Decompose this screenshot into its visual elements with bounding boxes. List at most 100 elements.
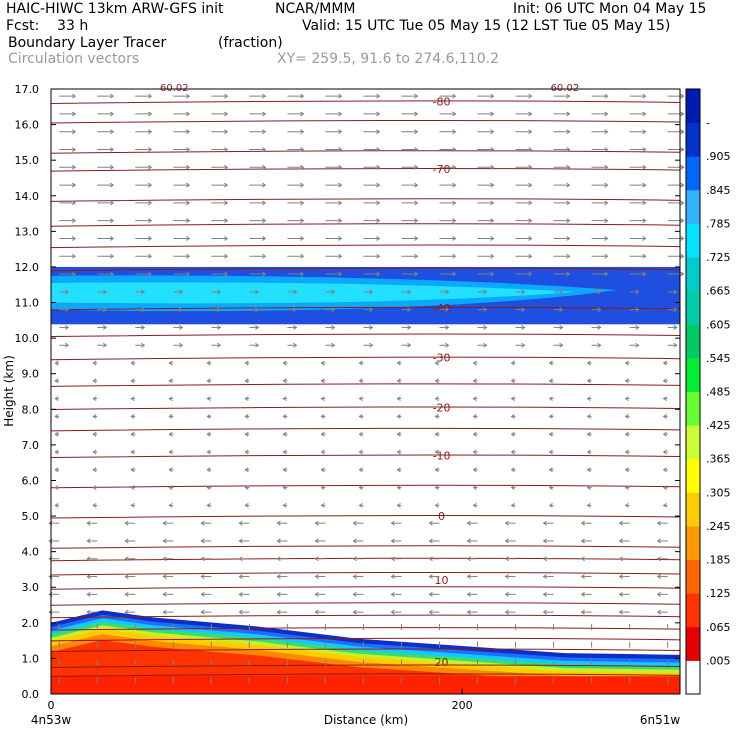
vector-head [580,538,585,544]
vector-head [102,342,108,348]
x-axis-label: Distance (km) [324,713,408,727]
vector-head [358,485,363,491]
vector-head [542,574,547,579]
center-title: NCAR/MMM [275,1,356,17]
vector-head [604,200,609,206]
vector-head [71,271,77,277]
vector-head [54,449,59,455]
vector-head [490,147,495,152]
vector-head [490,129,495,135]
vectors-label: Circulation vectors [8,51,140,67]
vector-head [528,271,533,277]
vector-head [466,538,471,544]
colorbar-segment [686,89,700,124]
vector-head [396,396,401,402]
vector-head [352,556,357,562]
vector-head [624,502,629,508]
contour-label: -10 [433,450,451,463]
vector-head [504,520,509,526]
vector-head [542,591,547,597]
vector-head [624,485,629,491]
vector-head [414,129,419,135]
vector-head [224,93,229,99]
vector-head [64,307,70,313]
vector-head [662,396,667,402]
colorbar-label: .665 [706,285,731,298]
vector-head [168,485,173,491]
vector-head [472,431,477,437]
vector-head [352,591,357,597]
vector-head [586,502,591,508]
vector-head [369,307,374,313]
contour-line [50,648,681,653]
vector-head [186,111,191,117]
y-tick-label: 7.0 [22,439,40,452]
vector-head [673,342,678,348]
vector-head [200,556,205,562]
colorbar-frame [685,88,701,695]
vector-head [148,182,153,188]
y-tick-label: 17.0 [15,83,40,96]
vector-head [490,93,495,99]
vector-head [186,129,191,135]
contour-line [50,244,681,249]
vector-head [244,485,249,491]
vector-head [109,164,115,170]
contour-line [50,571,681,576]
vector-head [358,378,363,384]
colorbar-segment [686,593,700,628]
vector-head [86,556,91,562]
vector-head [452,147,457,152]
colorbar-label: .365 [706,453,731,466]
vector-head [109,271,115,277]
vector-head [168,467,173,473]
vector-head [282,467,287,473]
vector-head [542,520,547,526]
y-tick-label: 2.0 [22,617,40,630]
vector-head [54,467,59,473]
vector-head [148,236,153,241]
vector-head [390,520,395,526]
vector-head [396,413,401,419]
vector-head [604,129,609,135]
vector-head [445,325,450,330]
vector-head [642,147,647,152]
vector-head [300,218,305,224]
vector-head [586,413,591,419]
vector-head [369,289,374,295]
vector-head [624,413,629,419]
vector-head [604,253,609,259]
vector-head [282,502,287,508]
vector-head [124,609,129,615]
vector-head [662,467,667,473]
vector-head [680,111,685,117]
init-time: Init: 06 UTC Mon 04 May 15 [513,1,707,17]
vector-head [224,111,229,117]
vector-head [338,111,343,117]
vector-head [483,325,488,330]
vector-head [618,556,623,562]
colorbar: .005 .065 .125 .185 .245 .305 .365 .425 .485 .545… [685,88,731,695]
vector-head [206,449,211,455]
vector-head [390,556,395,562]
vector-head [124,591,129,597]
vector-head [244,378,249,384]
vector-head [528,93,533,99]
vector-head [407,289,412,295]
vector-head [130,396,135,402]
vector-head [293,289,298,295]
vector-head [238,609,243,615]
vector-head [109,218,115,224]
vector-head [200,538,205,544]
x-tick-label: 0 [48,699,55,712]
bl-band-base [51,676,680,694]
vector-head [124,556,129,562]
cross-section-xy: XY= 259.5, 91.6 to 274.6,110.2 [277,51,500,67]
vector-head [130,378,135,384]
colorbar-label: .725 [706,251,731,264]
vector-head [320,467,325,473]
field-units: (fraction) [218,35,283,51]
vector-head [244,449,249,455]
vector-head [566,200,571,206]
y-tick-label: 0.0 [22,688,40,701]
